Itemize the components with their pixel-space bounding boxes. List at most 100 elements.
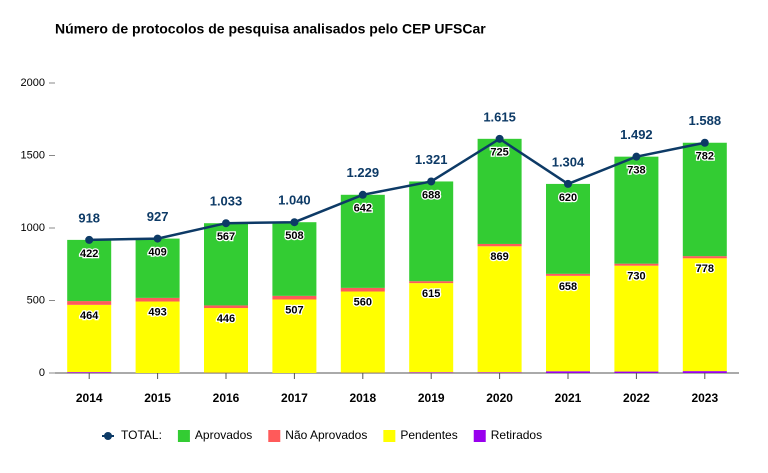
bar-segment — [340, 194, 385, 288]
bar-segment — [135, 238, 180, 298]
y-tick-label: 1000 — [21, 222, 45, 234]
data-label: 508 — [285, 230, 303, 242]
bar-segment — [135, 297, 180, 302]
total-point — [153, 234, 162, 243]
legend-swatch — [177, 430, 190, 442]
bar-segment — [682, 142, 727, 257]
total-point — [495, 134, 504, 143]
data-label: 615 — [422, 288, 440, 300]
bar-segment — [67, 301, 112, 305]
total-point — [290, 218, 299, 227]
data-label: 464 — [80, 310, 99, 322]
legend-swatch — [268, 430, 281, 442]
bar-segment — [67, 372, 112, 373]
x-tick-label: 2019 — [418, 391, 445, 405]
legend-label: Pendentes — [400, 428, 457, 442]
data-label: 567 — [217, 231, 235, 243]
legend-swatch — [383, 430, 396, 442]
x-tick-label: 2014 — [76, 391, 103, 405]
data-label: 782 — [696, 151, 714, 163]
bar-segment — [614, 263, 659, 266]
legend-label: Retirados — [491, 428, 542, 442]
bar-segment — [682, 258, 727, 372]
total-point — [222, 219, 230, 228]
bar-segment — [67, 239, 112, 302]
legend-marker — [104, 432, 112, 440]
bar-segment — [272, 222, 317, 296]
total-label: 1.321 — [415, 152, 448, 167]
legend-label: TOTAL: — [121, 428, 162, 442]
bar-segment — [135, 301, 180, 373]
data-label: 658 — [559, 281, 577, 293]
bar-segment — [477, 138, 522, 244]
bar-segment — [409, 372, 454, 373]
total-point — [632, 152, 641, 161]
total-label: 927 — [147, 209, 169, 224]
total-point — [85, 235, 94, 244]
data-label: 446 — [217, 313, 235, 325]
bar-segment — [340, 291, 385, 373]
data-label: 688 — [422, 189, 440, 201]
total-label: 1.492 — [620, 127, 653, 142]
total-label: 1.304 — [552, 154, 585, 169]
bar-segment — [546, 273, 590, 276]
bar-segment — [272, 295, 317, 300]
bar-segment — [477, 246, 522, 373]
bar-segment — [67, 304, 112, 373]
data-label: 422 — [80, 248, 98, 260]
total-point — [700, 138, 709, 147]
x-tick-label: 2018 — [349, 391, 376, 405]
total-line — [89, 137, 706, 242]
bar-segment — [614, 156, 659, 264]
bar-segment — [477, 243, 522, 247]
bar-segment — [204, 305, 248, 309]
x-tick-label: 2022 — [623, 391, 650, 405]
bar-segment — [682, 256, 727, 259]
total-label: 918 — [78, 210, 100, 225]
data-label: 778 — [696, 263, 714, 275]
total-label: 1.033 — [210, 194, 243, 209]
bar-segment — [340, 287, 385, 292]
y-tick-label: 2000 — [21, 77, 45, 89]
legend-label: Aprovados — [195, 428, 252, 442]
data-label: 507 — [285, 304, 303, 316]
data-label: 869 — [490, 251, 508, 263]
y-tick-label: 0 — [39, 367, 45, 379]
bar-segment — [272, 299, 317, 373]
legend-swatch — [473, 430, 486, 442]
data-label: 560 — [354, 296, 372, 308]
data-label: 620 — [559, 192, 577, 204]
data-label: 738 — [627, 165, 645, 177]
x-tick-label: 2017 — [281, 391, 308, 405]
total-point — [564, 179, 572, 188]
y-tick-label: 500 — [27, 294, 45, 306]
total-label: 1.040 — [278, 193, 311, 208]
x-tick-label: 2016 — [213, 391, 240, 405]
legend-label: Não Aprovados — [285, 428, 367, 442]
data-label: 493 — [148, 306, 166, 318]
x-tick-label: 2020 — [486, 391, 513, 405]
total-point — [358, 190, 367, 199]
bar-segment — [477, 372, 522, 373]
bar-segment — [204, 308, 248, 373]
bar-segment — [546, 371, 590, 373]
total-label: 1.615 — [483, 109, 516, 124]
bar-segment — [409, 181, 454, 282]
data-label: 725 — [490, 147, 508, 159]
bar-segment — [546, 183, 590, 274]
data-label: 642 — [354, 203, 372, 215]
total-label: 1.588 — [689, 113, 722, 128]
bar-segment — [682, 371, 727, 373]
x-tick-label: 2021 — [555, 391, 582, 405]
y-tick-label: 1500 — [21, 149, 45, 161]
bar-segment — [614, 265, 659, 372]
data-label: 409 — [148, 246, 166, 258]
bar-segment — [409, 283, 454, 373]
total-label: 1.229 — [347, 165, 380, 180]
bar-segment — [204, 223, 248, 306]
bar-segment — [546, 275, 590, 372]
bar-segment — [614, 371, 659, 373]
data-label: 730 — [627, 271, 645, 283]
total-point — [427, 177, 436, 186]
